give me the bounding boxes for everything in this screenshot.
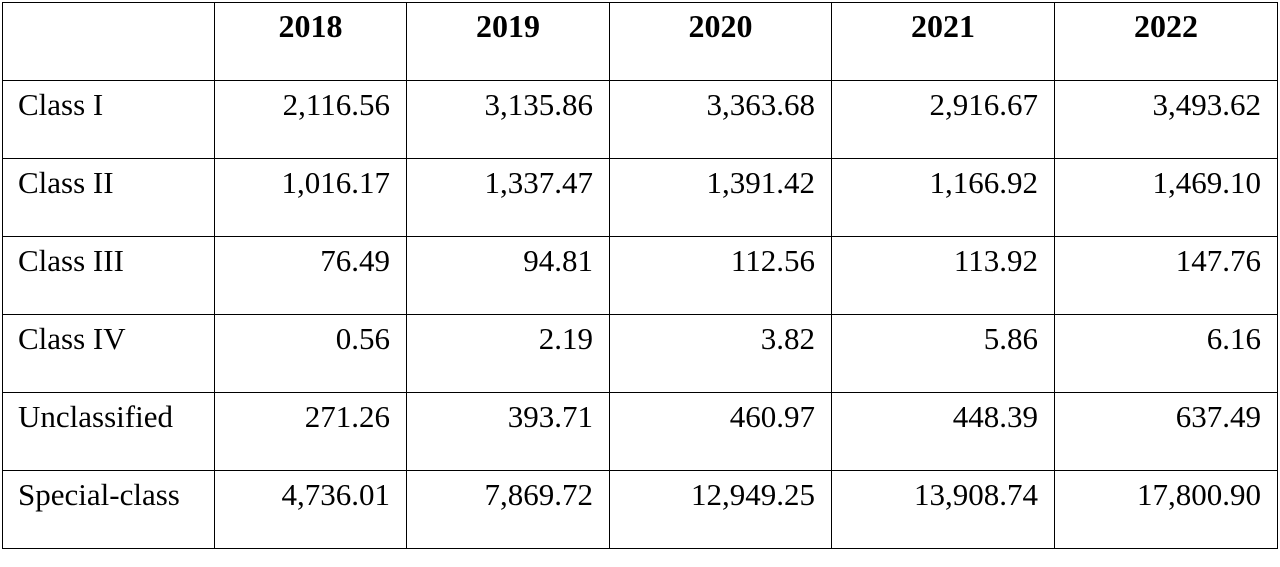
table-cell: 113.92 bbox=[831, 236, 1055, 315]
row-label-class-iv: Class IV bbox=[2, 314, 215, 393]
table-cell: 3.82 bbox=[609, 314, 832, 393]
table-cell: 12,949.25 bbox=[609, 470, 832, 549]
table-cell: 393.71 bbox=[406, 392, 610, 471]
table-row-unclassified: Unclassified 271.26 393.71 460.97 448.39… bbox=[2, 392, 1278, 471]
header-row: 2018 2019 2020 2021 2022 bbox=[2, 2, 1278, 81]
table-cell: 637.49 bbox=[1054, 392, 1278, 471]
table-row-class-iv: Class IV 0.56 2.19 3.82 5.86 6.16 bbox=[2, 314, 1278, 393]
table-cell: 4,736.01 bbox=[214, 470, 407, 549]
table-cell: 76.49 bbox=[214, 236, 407, 315]
table-row-class-ii: Class II 1,016.17 1,337.47 1,391.42 1,16… bbox=[2, 158, 1278, 237]
table-cell: 2.19 bbox=[406, 314, 610, 393]
table-cell: 1,337.47 bbox=[406, 158, 610, 237]
table-cell: 1,391.42 bbox=[609, 158, 832, 237]
table-cell: 460.97 bbox=[609, 392, 832, 471]
header-cell-2018: 2018 bbox=[214, 2, 407, 81]
table-cell: 3,493.62 bbox=[1054, 80, 1278, 159]
row-label-special-class: Special-class bbox=[2, 470, 215, 549]
table-cell: 94.81 bbox=[406, 236, 610, 315]
table-cell: 271.26 bbox=[214, 392, 407, 471]
table-cell: 1,469.10 bbox=[1054, 158, 1278, 237]
table-cell: 13,908.74 bbox=[831, 470, 1055, 549]
header-cell-2021: 2021 bbox=[831, 2, 1055, 81]
table-cell: 112.56 bbox=[609, 236, 832, 315]
table-cell: 6.16 bbox=[1054, 314, 1278, 393]
table-cell: 2,916.67 bbox=[831, 80, 1055, 159]
table-row-special-class: Special-class 4,736.01 7,869.72 12,949.2… bbox=[2, 470, 1278, 549]
row-label-class-iii: Class III bbox=[2, 236, 215, 315]
table-cell: 3,135.86 bbox=[406, 80, 610, 159]
table-row-class-iii: Class III 76.49 94.81 112.56 113.92 147.… bbox=[2, 236, 1278, 315]
table-cell: 0.56 bbox=[214, 314, 407, 393]
row-label-unclassified: Unclassified bbox=[2, 392, 215, 471]
table-cell: 147.76 bbox=[1054, 236, 1278, 315]
table-cell: 448.39 bbox=[831, 392, 1055, 471]
row-label-class-ii: Class II bbox=[2, 158, 215, 237]
row-label-class-i: Class I bbox=[2, 80, 215, 159]
header-cell-2022: 2022 bbox=[1054, 2, 1278, 81]
table-cell: 3,363.68 bbox=[609, 80, 832, 159]
table-cell: 7,869.72 bbox=[406, 470, 610, 549]
table-cell: 17,800.90 bbox=[1054, 470, 1278, 549]
header-cell-corner bbox=[2, 2, 215, 81]
table-cell: 2,116.56 bbox=[214, 80, 407, 159]
table-cell: 1,016.17 bbox=[214, 158, 407, 237]
header-cell-2020: 2020 bbox=[609, 2, 832, 81]
table-cell: 1,166.92 bbox=[831, 158, 1055, 237]
data-table: 2018 2019 2020 2021 2022 Class I 2,116.5… bbox=[2, 2, 1278, 549]
header-cell-2019: 2019 bbox=[406, 2, 610, 81]
table-cell: 5.86 bbox=[831, 314, 1055, 393]
table-row-class-i: Class I 2,116.56 3,135.86 3,363.68 2,916… bbox=[2, 80, 1278, 159]
